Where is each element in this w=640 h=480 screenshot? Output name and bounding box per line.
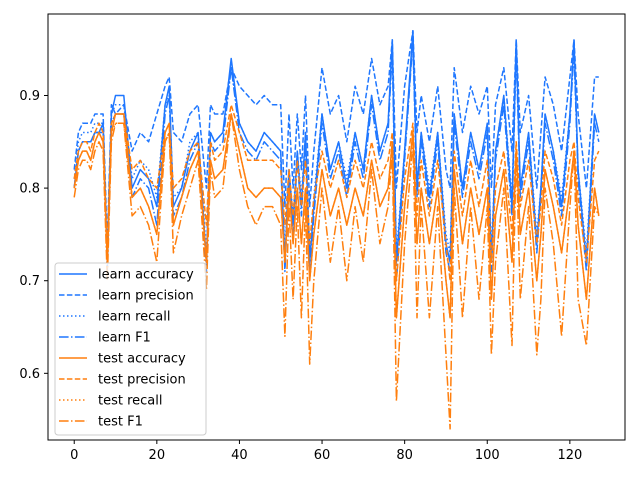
x-axis: 0 20 40 60 80 100 120 bbox=[70, 440, 582, 463]
series-line-3 bbox=[73, 39, 600, 254]
x-tick-label: 120 bbox=[557, 448, 582, 463]
y-tick-label: 0.7 bbox=[19, 274, 40, 289]
series-line-7 bbox=[73, 113, 600, 319]
y-tick-label: 0.6 bbox=[19, 367, 40, 382]
series-line-6 bbox=[73, 104, 600, 282]
legend-label: learn F1 bbox=[98, 331, 151, 346]
legend-label: test precision bbox=[98, 373, 186, 388]
series-line-2 bbox=[73, 29, 599, 245]
series-line-4 bbox=[73, 39, 600, 282]
legend-label: learn accuracy bbox=[98, 268, 194, 283]
legend-label: test accuracy bbox=[98, 352, 186, 367]
x-tick-label: 40 bbox=[231, 448, 248, 463]
y-axis: 0.6 0.7 0.8 0.9 bbox=[19, 89, 48, 382]
legend-label: test F1 bbox=[98, 415, 143, 430]
y-tick-label: 0.8 bbox=[19, 182, 40, 197]
legend: learn accuracy learn precision learn recal… bbox=[54, 262, 207, 436]
legend-label: test recall bbox=[98, 394, 163, 409]
legend-label: learn precision bbox=[98, 289, 194, 304]
plot-frame bbox=[47, 13, 626, 441]
series-lines bbox=[73, 29, 600, 430]
x-tick-label: 100 bbox=[475, 448, 500, 463]
legend-label: learn recall bbox=[98, 310, 170, 325]
x-tick-label: 20 bbox=[149, 448, 166, 463]
x-tick-label: 0 bbox=[70, 448, 78, 463]
legend-box bbox=[54, 262, 207, 436]
series-line-8 bbox=[73, 113, 600, 430]
y-tick-label: 0.9 bbox=[19, 89, 40, 104]
x-tick-label: 60 bbox=[314, 448, 331, 463]
x-tick-label: 80 bbox=[396, 448, 413, 463]
